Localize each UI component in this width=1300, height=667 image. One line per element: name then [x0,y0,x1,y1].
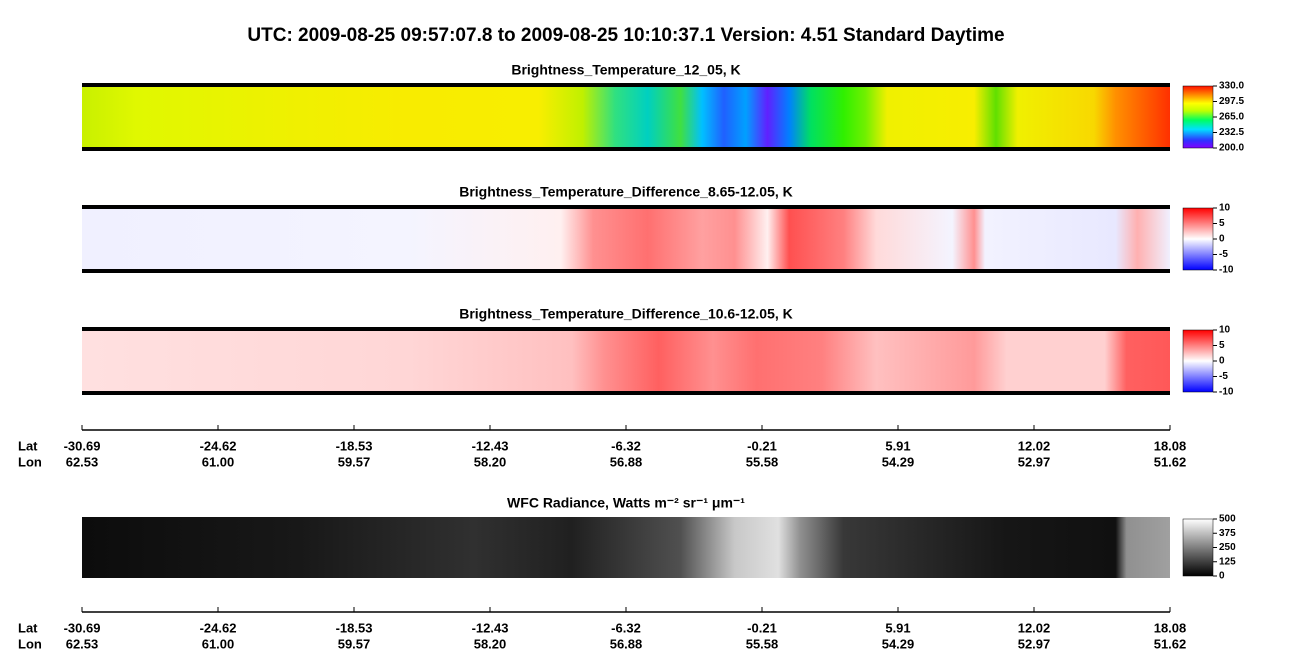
lat-tick-label: -6.32 [611,620,641,635]
lat-tick-label: 12.02 [1018,620,1051,635]
lat-tick-label: 18.08 [1154,620,1187,635]
panel-title: Brightness_Temperature_Difference_8.65-1… [459,184,793,200]
colorbar-tick-label: 5 [1219,218,1225,229]
lon-tick-label: 61.00 [202,636,235,651]
lat-tick-label: -18.53 [336,438,373,453]
lat-tick-label: -18.53 [336,620,373,635]
heatmap-image [82,206,1170,272]
colorbar-tick-label: 10 [1219,325,1231,336]
lon-tick-label: 55.58 [746,454,779,469]
swath-edge [82,205,1170,209]
colorbar-tick-label: 200.0 [1219,143,1244,154]
colorbar-tick-label: -10 [1219,387,1234,398]
lat-tick-label: -30.69 [64,620,101,635]
colorbar [1182,207,1214,271]
lat-tick-label: -6.32 [611,438,641,453]
lat-label: Lat [18,438,38,453]
lat-tick-label: -12.43 [472,438,509,453]
lat-tick-label: 5.91 [885,620,910,635]
colorbar [1182,329,1214,393]
lon-tick-label: 58.20 [474,636,507,651]
colorbar-tick-label: 0 [1219,356,1225,367]
lon-tick-label: 59.57 [338,454,371,469]
lon-tick-label: 61.00 [202,454,235,469]
heatmap-image [82,517,1170,578]
swath-edge [82,391,1170,395]
lon-tick-label: 58.20 [474,454,507,469]
lon-tick-label: 62.53 [66,636,99,651]
lon-tick-label: 55.58 [746,636,779,651]
lat-tick-label: -30.69 [64,438,101,453]
panel-title: WFC Radiance, Watts m⁻² sr⁻¹ μm⁻¹ [507,495,745,511]
swath-edge [82,147,1170,151]
lon-tick-label: 62.53 [66,454,99,469]
colorbar-tick-label: 375 [1219,528,1236,539]
figure-title: UTC: 2009-08-25 09:57:07.8 to 2009-08-25… [247,25,1004,46]
colorbar-tick-label: -5 [1219,371,1228,382]
lat-tick-label: 5.91 [885,438,910,453]
lat-tick-label: 12.02 [1018,438,1051,453]
heatmap-image [82,84,1170,150]
lat-tick-label: -0.21 [747,438,777,453]
swath-edge [82,83,1170,87]
panel-title: Brightness_Temperature_12_05, K [511,62,740,78]
colorbar-tick-label: 250 [1219,542,1236,553]
lon-tick-label: 52.97 [1018,636,1051,651]
colorbar-tick-label: 500 [1219,514,1236,525]
colorbar-tick-label: 0 [1219,571,1225,582]
lat-label: Lat [18,620,38,635]
colorbar-tick-label: 232.5 [1219,127,1244,138]
colorbar-tick-label: 5 [1219,340,1225,351]
colorbar-tick-label: 0 [1219,234,1225,245]
swath-edge [82,327,1170,331]
lat-tick-label: -24.62 [200,438,237,453]
lon-label: Lon [18,636,42,651]
colorbar-tick-label: -10 [1219,265,1234,276]
colorbar [1182,85,1214,149]
lon-tick-label: 56.88 [610,454,643,469]
lon-tick-label: 54.29 [882,454,915,469]
colorbar-tick-label: 330.0 [1219,81,1244,92]
colorbar [1182,518,1214,577]
colorbar-tick-label: 265.0 [1219,112,1244,123]
lon-tick-label: 52.97 [1018,454,1051,469]
colorbar-tick-label: -5 [1219,249,1228,260]
colorbar-tick-label: 297.5 [1219,96,1244,107]
lat-tick-label: 18.08 [1154,438,1187,453]
colorbar-tick-label: 125 [1219,556,1236,567]
lat-tick-label: -24.62 [200,620,237,635]
lon-tick-label: 59.57 [338,636,371,651]
panel-title: Brightness_Temperature_Difference_10.6-1… [459,306,793,322]
lon-tick-label: 56.88 [610,636,643,651]
heatmap-image [82,328,1170,394]
swath-edge [82,269,1170,273]
lat-tick-label: -0.21 [747,620,777,635]
lat-tick-label: -12.43 [472,620,509,635]
lon-label: Lon [18,454,42,469]
lon-tick-label: 54.29 [882,636,915,651]
colorbar-tick-label: 10 [1219,203,1231,214]
lon-tick-label: 51.62 [1154,636,1187,651]
lon-tick-label: 51.62 [1154,454,1187,469]
